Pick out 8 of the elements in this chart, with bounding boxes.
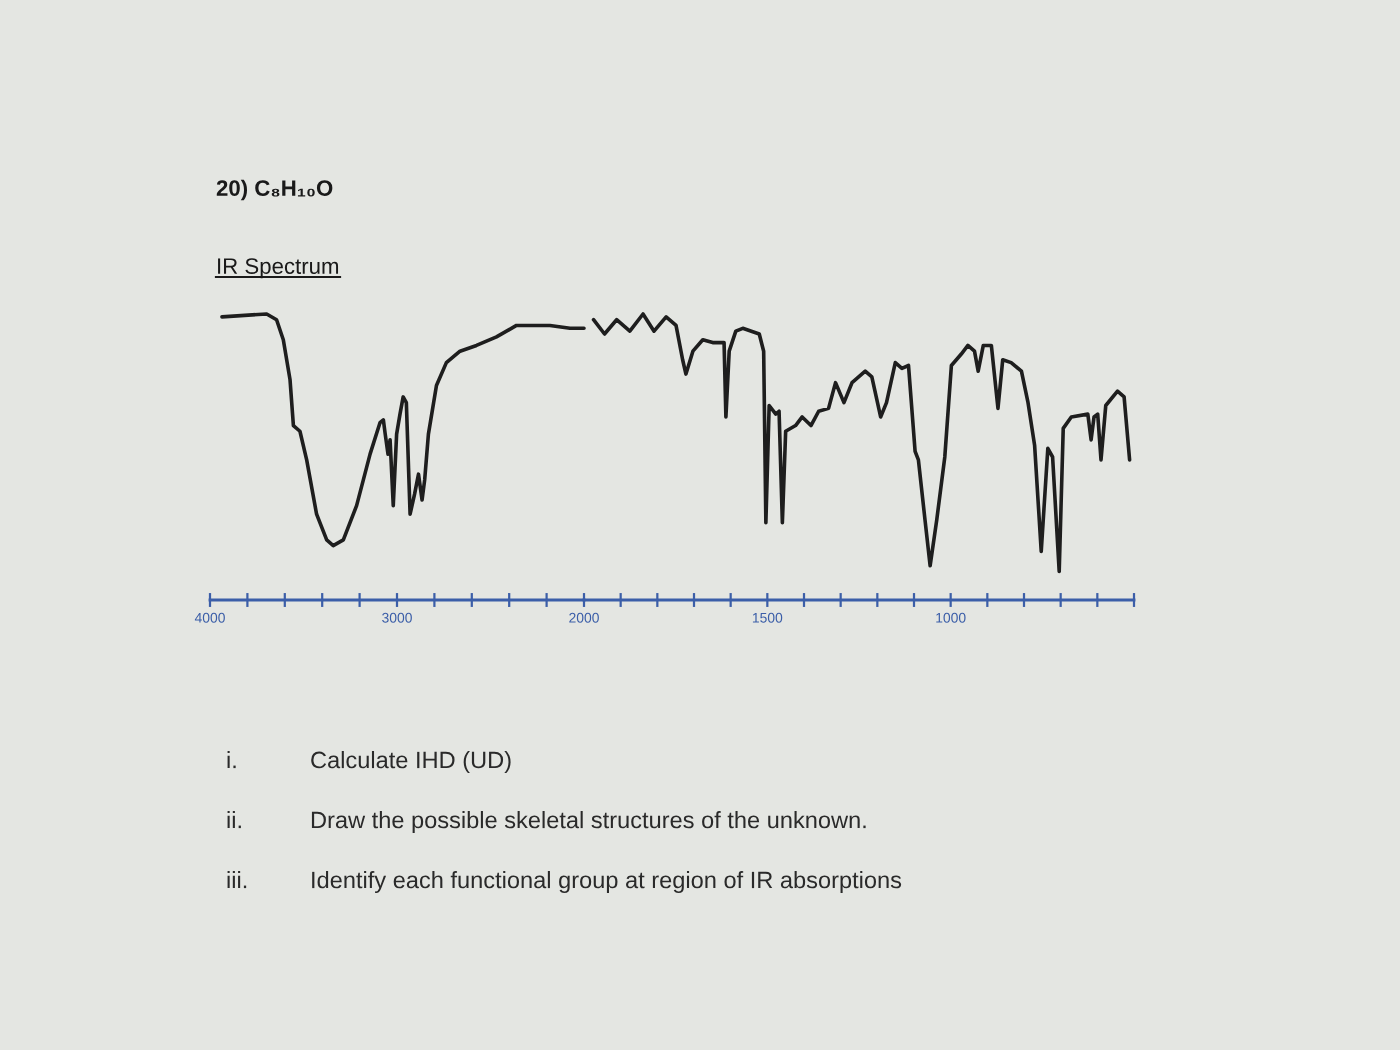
text: ii. [227, 810, 241, 829]
text: Calculate IHD (UD) [311, 750, 511, 773]
text: i. [227, 750, 236, 769]
text: Draw the possible skeletal structures of the unknown. [311, 810, 866, 834]
chart-title: 20) C₈H₁₀O [216, 179, 333, 201]
text: iii. [227, 870, 247, 889]
chart-subtitle: IR Spectrum [218, 258, 339, 279]
text: Identify each functional group at region of IR absorptions [312, 870, 902, 894]
